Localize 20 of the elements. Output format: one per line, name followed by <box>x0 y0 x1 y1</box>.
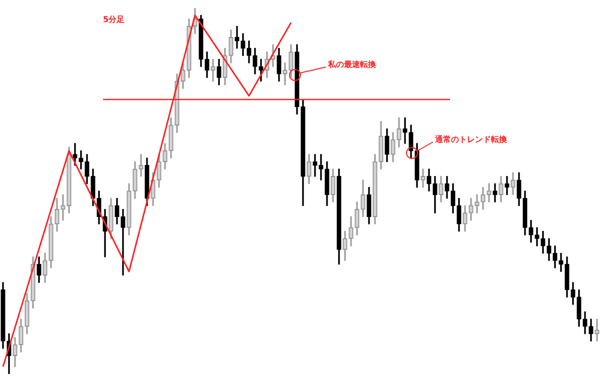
text: 5分足 <box>103 15 125 25</box>
candlestick <box>402 117 408 144</box>
candlestick <box>420 168 426 188</box>
candlestick <box>474 194 480 214</box>
candlestick <box>504 176 510 195</box>
candlestick <box>138 154 144 177</box>
candlestick <box>318 154 324 180</box>
candlestick <box>210 58 216 82</box>
annotation: 私の最速転換 <box>328 60 376 70</box>
candlestick <box>312 154 318 177</box>
candlestick <box>234 26 240 49</box>
annotation: 通常のトレンド転換 <box>435 135 507 145</box>
candlestick <box>594 318 600 342</box>
candlestick <box>282 62 288 86</box>
candlestick <box>486 183 492 202</box>
candlestick <box>120 208 126 276</box>
candlestick <box>558 252 564 272</box>
candlestick <box>78 150 84 170</box>
candlestick <box>492 183 498 202</box>
candlestick <box>60 194 66 221</box>
